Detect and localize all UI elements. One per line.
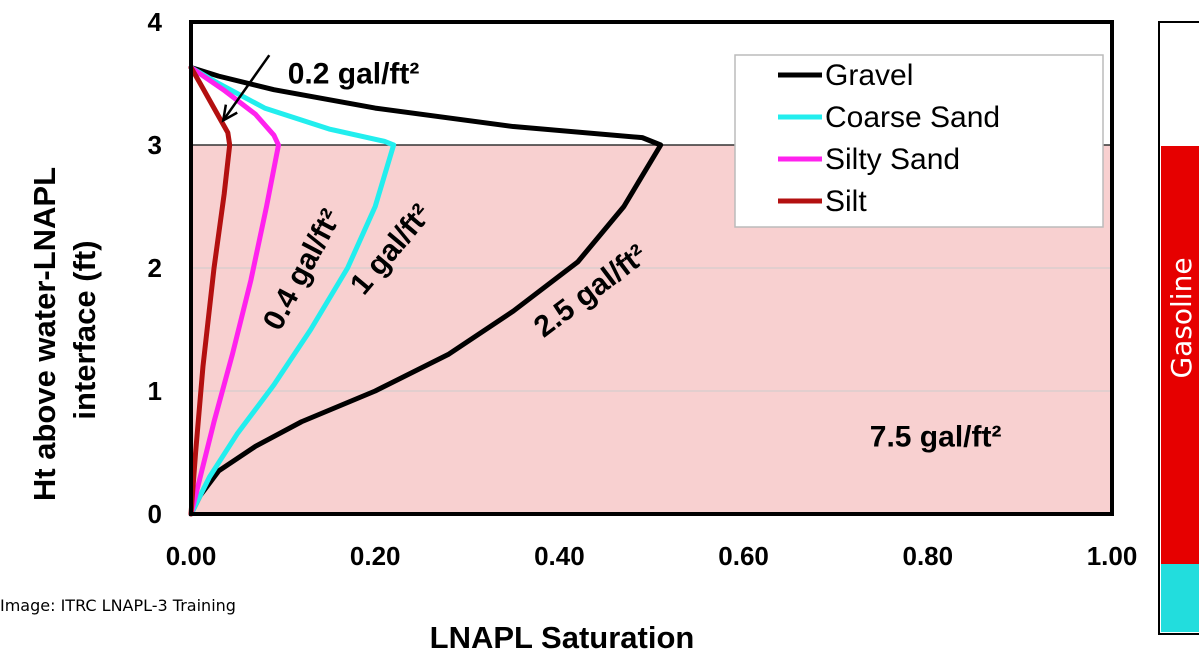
legend-label: Silt: [825, 185, 867, 218]
legend: Gravel Coarse Sand Silty Sand Silt: [735, 55, 1103, 227]
y-axis-title-line-1: Ht above water-LNAPL: [27, 168, 62, 502]
legend-label: Gravel: [825, 59, 913, 92]
legend-label: Coarse Sand: [825, 101, 1000, 134]
x-tick-label: 1.00: [1087, 541, 1138, 571]
y-tick-label: 1: [148, 376, 162, 406]
volume-annotation: 7.5 gal/ft²: [870, 420, 1002, 453]
y-tick-label: 0: [148, 499, 162, 529]
legend-label: Silty Sand: [825, 143, 960, 176]
volume-annotation: 0.2 gal/ft²: [288, 58, 420, 91]
x-tick-label: 0.00: [166, 541, 217, 571]
image-credit: Image: ITRC LNAPL-3 Training: [0, 596, 236, 615]
y-tick-label: 2: [148, 253, 162, 283]
y-axis-title: Ht above water-LNAPL interface (ft): [27, 159, 102, 501]
y-axis-title-line-2: interface (ft): [67, 240, 102, 419]
side-panel-top: [1161, 24, 1199, 146]
y-tick-label: 4: [148, 7, 163, 37]
y-tick-labels: 0 1 2 3 4: [148, 7, 163, 529]
side-panel-water: [1161, 564, 1199, 632]
y-tick-label: 3: [148, 130, 162, 160]
x-tick-labels: 0.00 0.20 0.40 0.60 0.80 1.00: [166, 541, 1138, 571]
side-panel-label: Gasoline: [1165, 257, 1198, 378]
x-tick-label: 0.20: [350, 541, 401, 571]
x-tick-label: 0.80: [902, 541, 953, 571]
x-axis-title: LNAPL Saturation: [430, 620, 695, 655]
side-panel: Gasoline: [1159, 22, 1199, 634]
x-tick-label: 0.40: [534, 541, 585, 571]
x-tick-label: 0.60: [718, 541, 769, 571]
